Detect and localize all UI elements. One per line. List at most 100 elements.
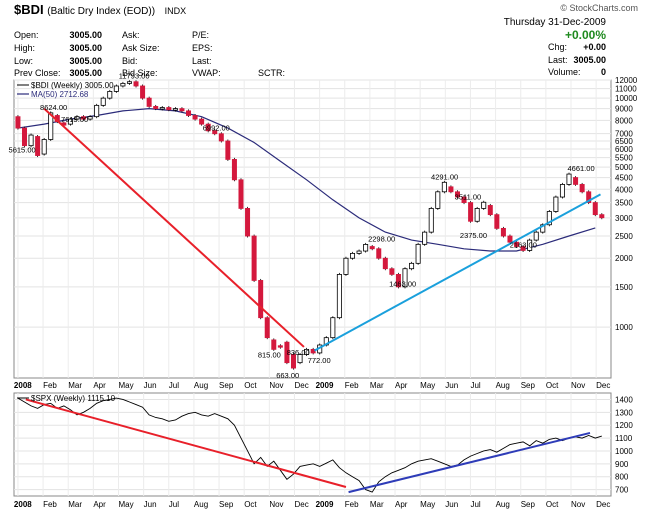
- candle: [369, 246, 375, 250]
- bdi-xtick-label: Jul: [169, 381, 179, 390]
- candle: [87, 116, 93, 120]
- candle: [527, 239, 533, 251]
- price-annotation: 5615.00: [9, 146, 36, 155]
- bdi-xtick-label: Apr: [93, 381, 106, 390]
- legend-ma50: MA(50) 2712.68: [31, 90, 89, 99]
- price-annotation: 11793.00: [119, 72, 150, 81]
- spx-xtick-label: Sep: [219, 500, 234, 509]
- last-label-mid: Last:: [192, 56, 212, 66]
- candle: [461, 196, 467, 203]
- candle: [15, 116, 21, 129]
- price-annotation: 7619.00: [61, 115, 88, 124]
- candle: [21, 127, 27, 147]
- candle: [487, 205, 493, 216]
- candle: [140, 85, 146, 99]
- bdi-ytick-label: 5000: [615, 163, 633, 172]
- volume-value: 0: [600, 67, 606, 77]
- candle: [166, 107, 172, 111]
- candle: [409, 262, 415, 270]
- price-annotation: 2163.00: [510, 240, 537, 249]
- spx-xtick-label: Feb: [345, 500, 359, 509]
- spx-xtick-label: Apr: [395, 500, 408, 509]
- bdi-ytick-label: 4500: [615, 174, 633, 183]
- bdi-ytick-label: 1000: [615, 323, 633, 332]
- candle: [553, 196, 559, 212]
- candle: [514, 241, 520, 247]
- spx-ytick-label: 700: [615, 486, 629, 495]
- spx-xtick-label: 2008: [14, 500, 32, 509]
- candle: [350, 252, 356, 259]
- spx-xtick-label: May: [118, 500, 133, 509]
- price-annotation: 4291.00: [431, 172, 458, 181]
- spx-ytick-label: 1200: [615, 421, 633, 430]
- chg-value: +0.00: [583, 42, 606, 52]
- candle: [146, 97, 152, 107]
- bdi-ytick-label: 5500: [615, 154, 633, 163]
- bdi-xtick-label: May: [420, 381, 435, 390]
- candle: [153, 106, 159, 110]
- spx-ytick-label: 1100: [615, 434, 633, 443]
- candle: [330, 317, 336, 339]
- bdi-ytick-label: 1500: [615, 283, 633, 292]
- bdi-xtick-label: Jun: [144, 381, 157, 390]
- candle: [402, 268, 408, 288]
- bdi-xtick-label: Oct: [546, 381, 559, 390]
- bdi-plot-frame: [13, 79, 612, 379]
- price-annotation: 6992.00: [203, 124, 230, 133]
- bdi-ytick-label: 7000: [615, 130, 633, 139]
- quote-date: Thursday 31-Dec-2009: [503, 17, 606, 28]
- candle: [356, 250, 362, 254]
- spx-ytick-label: 1000: [615, 447, 633, 456]
- quote-header: $BDI (Baltic Dry Index (EOD)) INDX © Sto…: [0, 0, 650, 80]
- volume-label: Volume:: [548, 67, 581, 77]
- candle: [120, 82, 126, 87]
- legend-spx: $SPX (Weekly) 1115.10: [31, 394, 116, 403]
- spx-trendline: [348, 431, 591, 494]
- low-label: Low:: [14, 56, 34, 66]
- candle: [74, 116, 80, 120]
- price-annotation: 836.00: [287, 348, 310, 357]
- low-value: 3005.00: [69, 56, 102, 66]
- symbol-name: (Baltic Dry Index (EOD)): [47, 6, 156, 17]
- eps-label: EPS:: [192, 43, 213, 53]
- candle: [422, 231, 428, 245]
- candle: [343, 257, 349, 275]
- spx-trendline: [25, 398, 347, 488]
- price-annotation: 663.00: [276, 371, 299, 380]
- ask-label: Ask:: [122, 30, 140, 40]
- bdi-ytick-label: 6000: [615, 145, 633, 154]
- candle: [546, 211, 552, 226]
- bdi-ytick-label: 10000: [615, 94, 638, 103]
- exchange: INDX: [164, 6, 187, 16]
- spx-ytick-label: 900: [615, 460, 629, 469]
- candle: [35, 136, 41, 156]
- bdi-xtick-label: Oct: [244, 381, 257, 390]
- last-label: Last:: [548, 55, 568, 65]
- bdi-ytick-label: 4000: [615, 185, 633, 194]
- candle: [199, 118, 205, 125]
- symbol: $BDI: [14, 2, 44, 17]
- spx-xtick-label: 2009: [316, 500, 334, 509]
- candle: [559, 184, 565, 198]
- bdi-ytick-label: 12000: [615, 76, 638, 85]
- candle: [468, 202, 474, 222]
- pct-change: +0.00%: [564, 28, 606, 42]
- symbol-title: $BDI (Baltic Dry Index (EOD)) INDX: [14, 2, 186, 17]
- prev-close-value: 3005.00: [69, 68, 102, 78]
- spx-xtick-label: Apr: [93, 500, 106, 509]
- price-annotation: 772.00: [308, 356, 331, 365]
- bdi-xtick-label: Sep: [521, 381, 536, 390]
- candle: [297, 354, 303, 364]
- bdi-panel: 1200011000100009000800070006500600055005…: [9, 72, 638, 390]
- stockcharts-logo[interactable]: © StockCharts.com: [560, 3, 638, 13]
- high-label: High:: [14, 43, 36, 53]
- bdi-xtick-label: May: [118, 381, 133, 390]
- price-annotation: 2375.00: [460, 231, 487, 240]
- bdi-xtick-label: 2008: [14, 381, 32, 390]
- candle: [172, 108, 178, 111]
- candle: [474, 208, 480, 222]
- candle: [94, 104, 100, 118]
- candle: [441, 181, 447, 193]
- bdi-ytick-label: 2000: [615, 254, 633, 263]
